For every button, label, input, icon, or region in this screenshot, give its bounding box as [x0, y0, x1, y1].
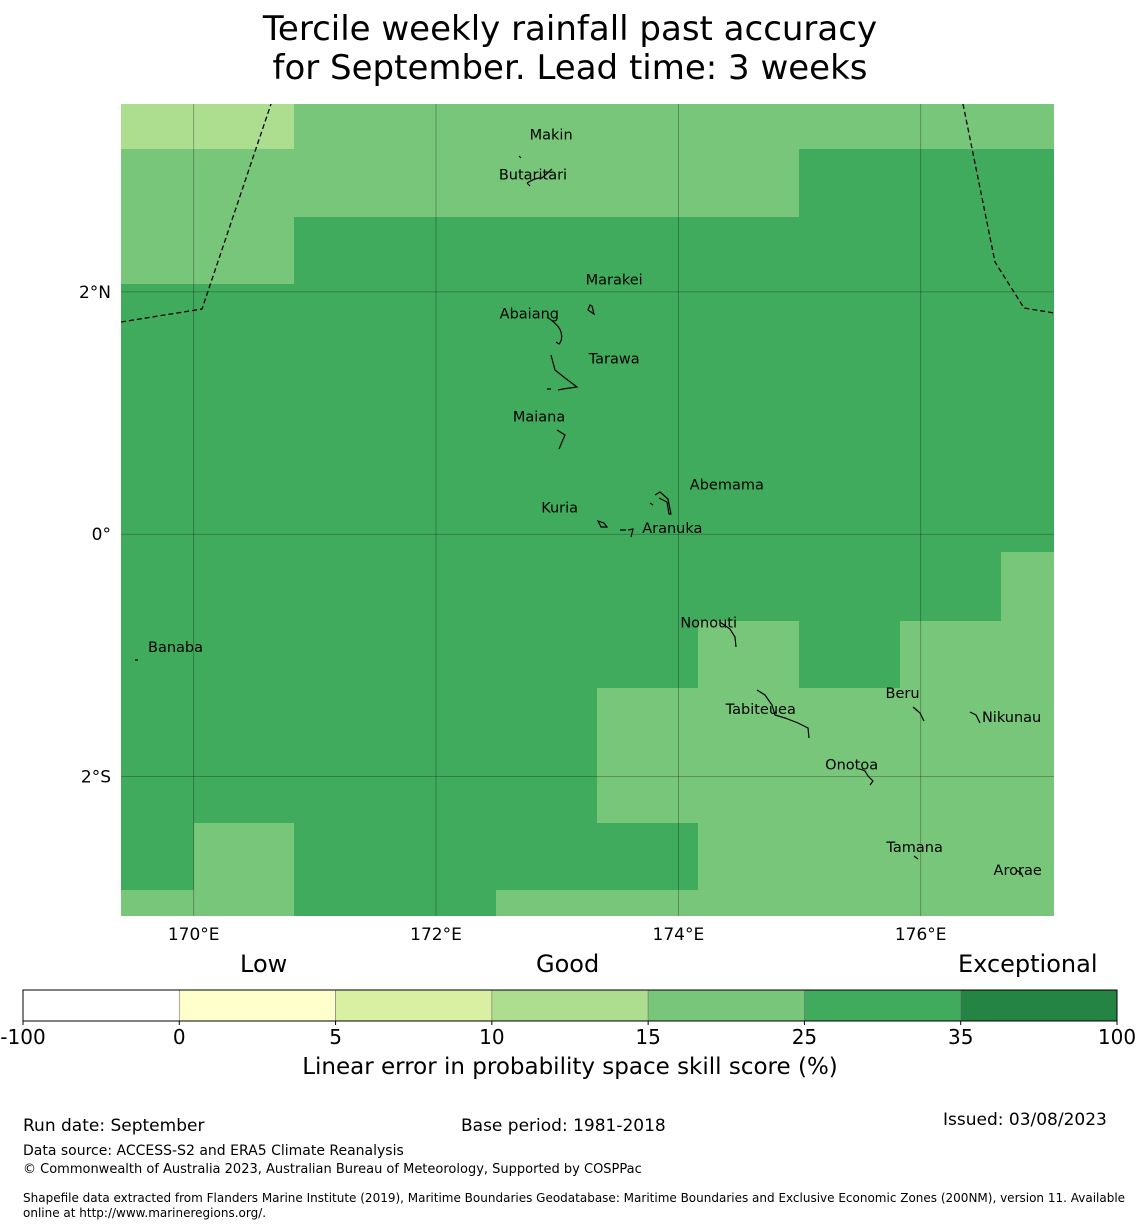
- lat-tick-label: 2°N: [79, 283, 111, 303]
- eez-boundary-west: [121, 104, 272, 323]
- colorbar-category-low: Low: [240, 950, 288, 978]
- place-label-beru: Beru: [886, 686, 920, 702]
- lon-tick-label: 172°E: [410, 925, 462, 945]
- colorbar-segment: [178, 989, 336, 1022]
- data-source: Data source: ACCESS-S2 and ERA5 Climate …: [23, 1143, 404, 1159]
- colorbar-tick-label: 10: [479, 1025, 504, 1049]
- shapefile-credit-line-1: Shapefile data extracted from Flanders M…: [23, 1191, 1126, 1205]
- place-label-tarawa: Tarawa: [588, 352, 640, 368]
- colorbar-segment: [491, 989, 649, 1022]
- island-beru: [912, 706, 925, 722]
- colorbar-category-good: Good: [536, 950, 600, 978]
- place-label-nikunau: Nikunau: [982, 710, 1041, 726]
- island-abaiang: [546, 316, 563, 345]
- colorbar-segment: [647, 989, 805, 1022]
- map-title: Tercile weekly rainfall past accuracy fo…: [0, 10, 1140, 88]
- run-date: Run date: September: [23, 1116, 205, 1136]
- shapefile-credit-line-2: online at http://www.marineregions.org/.: [23, 1206, 267, 1220]
- colorbar-tick-label: 100: [1098, 1025, 1136, 1049]
- colorbar-label: Linear error in probability space skill …: [302, 1054, 838, 1080]
- island-abemama: [649, 491, 672, 515]
- title-line-2: for September. Lead time: 3 weeks: [272, 48, 868, 88]
- cell-region-southwest-b: [121, 890, 194, 916]
- cell-region-southeast-a: [698, 621, 799, 688]
- place-label-abaiang: Abaiang: [500, 307, 559, 323]
- place-label-marakei: Marakei: [586, 273, 643, 289]
- island-tamana: [913, 855, 919, 860]
- place-label-butaritari: Butaritari: [499, 167, 567, 183]
- place-label-makin: Makin: [530, 127, 573, 143]
- island-maiana: [556, 429, 566, 450]
- colorbar-tick-label: -100: [0, 1025, 45, 1049]
- island-nikunau: [969, 711, 981, 724]
- island-butaritari: [526, 168, 553, 187]
- colorbar-tick-label: 0: [173, 1025, 186, 1049]
- island-marakei: [587, 304, 595, 316]
- colorbar-frame: [22, 989, 1118, 1022]
- colorbar: -100 0 5 10 15 25 35 100: [0, 989, 1136, 1049]
- place-label-banaba: Banaba: [148, 640, 203, 656]
- island-kuria: [596, 519, 609, 528]
- eez-boundaries: [121, 104, 1054, 323]
- cell-region-top: [294, 104, 799, 217]
- place-label-aranuka: Aranuka: [642, 521, 702, 537]
- cell-region-southeast-d: [698, 823, 1054, 916]
- lat-tick-label: 0°: [92, 525, 111, 545]
- colorbar-tick-label: 15: [635, 1025, 660, 1049]
- island-onotoa: [859, 768, 874, 786]
- place-label-tamana: Tamana: [885, 840, 942, 856]
- gridlines: [121, 104, 1054, 916]
- cell-region-top-left: [121, 149, 294, 284]
- colorbar-segment: [960, 989, 1118, 1022]
- cell-region-southwest-a: [194, 823, 294, 916]
- island-arorae: [1015, 869, 1024, 878]
- issued-date: Issued: 03/08/2023: [943, 1110, 1107, 1130]
- colorbar-tick-label: 25: [792, 1025, 817, 1049]
- colorbar-tick-label: 5: [329, 1025, 342, 1049]
- eez-boundary-east: [962, 104, 1054, 314]
- lon-tick-label: 174°E: [653, 925, 705, 945]
- colorbar-segment: [22, 989, 180, 1022]
- colorbar-segment: [335, 989, 493, 1022]
- cell-region-southeast-c: [597, 688, 1054, 823]
- island-tabiteuea: [756, 689, 810, 739]
- skill-cells: [121, 104, 1054, 916]
- colorbar-tick-label: 35: [948, 1025, 973, 1049]
- place-label-maiana: Maiana: [513, 410, 565, 426]
- cell-region-east: [1001, 552, 1054, 621]
- place-label-tabiteuea: Tabiteuea: [725, 702, 796, 718]
- title-line-1: Tercile weekly rainfall past accuracy: [262, 9, 878, 49]
- cell-region-top-left-corner: [121, 104, 294, 149]
- cell-region-south: [496, 890, 698, 916]
- copyright: © Commonwealth of Australia 2023, Austra…: [23, 1162, 642, 1177]
- island-aranuka: [620, 528, 634, 538]
- island-tarawa: [547, 354, 579, 391]
- place-label-arorae: Arorae: [994, 863, 1042, 879]
- place-label-onotoa: Onotoa: [825, 758, 878, 774]
- axis-tick-labels: 170°E 172°E 174°E 176°E 2°N 0° 2°S: [79, 283, 947, 945]
- place-label-kuria: Kuria: [541, 501, 578, 517]
- place-labels: Makin Butaritari Marakei Abaiang Tarawa Maian…: [148, 127, 1042, 879]
- island-outlines: [135, 155, 1024, 878]
- place-label-abemama: Abemama: [690, 478, 764, 494]
- cell-region-top-right: [799, 104, 1054, 149]
- colorbar-category-exceptional: Exceptional: [958, 950, 1098, 978]
- island-nonouti: [719, 621, 737, 648]
- island-makin: [518, 155, 522, 159]
- colorbar-segment: [804, 989, 962, 1022]
- base-period: Base period: 1981-2018: [461, 1116, 666, 1136]
- place-label-nonouti: Nonouti: [680, 616, 737, 632]
- lat-tick-label: 2°S: [81, 768, 111, 788]
- cell-region-southeast-b: [900, 621, 1054, 688]
- lon-tick-label: 170°E: [168, 925, 220, 945]
- lon-tick-label: 176°E: [895, 925, 947, 945]
